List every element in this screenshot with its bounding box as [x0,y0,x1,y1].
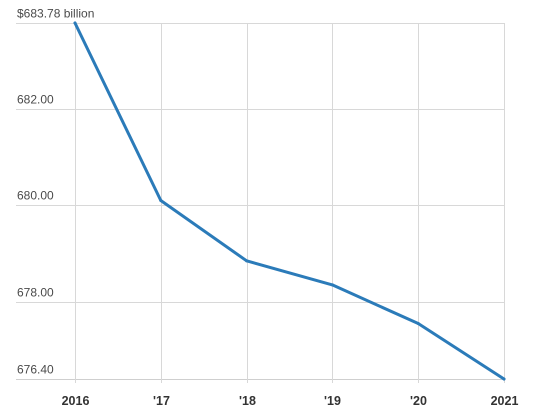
x-tick-label: '20 [410,394,427,408]
x-gridlines [75,23,505,383]
data-point [502,377,506,381]
data-point [159,199,163,203]
y-tick-label: 676.40 [17,363,54,377]
x-tick-label: 2021 [491,394,519,408]
y-tick-label: 678.00 [17,286,54,300]
y-gridlines [16,23,505,380]
data-point [416,322,420,326]
data-point [73,21,77,25]
x-tick-label: '17 [153,394,170,408]
y-tick-label: $683.78 billion [17,7,94,21]
x-tick-label: 2016 [62,394,90,408]
data-point [245,259,249,263]
x-axis-tick-labels: 2016 '17 '18 '19 '20 2021 [62,394,519,408]
y-axis-tick-labels: $683.78 billion 682.00 680.00 678.00 676.40 [17,7,94,377]
x-tick-label: '18 [239,394,256,408]
series-layer [73,21,506,381]
x-tick-label: '19 [324,394,341,408]
data-point [330,283,334,287]
y-tick-label: 680.00 [17,189,54,203]
y-tick-label: 682.00 [17,93,54,107]
series-line [73,21,506,381]
